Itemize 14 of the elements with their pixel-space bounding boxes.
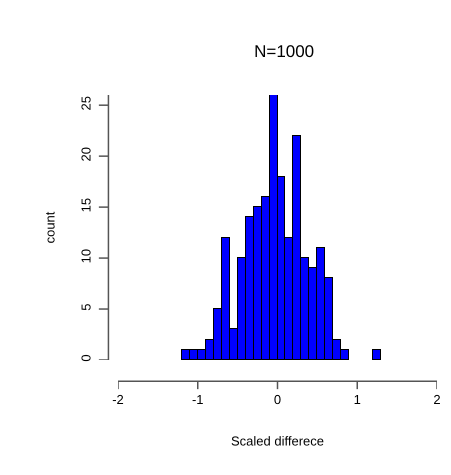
y-axis-title: count <box>42 211 58 244</box>
y-tick-label: 5 <box>78 303 94 311</box>
y-tick-label: 10 <box>78 248 94 264</box>
x-tick-label: 0 <box>274 392 282 407</box>
y-tick-label: 25 <box>78 96 94 110</box>
y-tick-label: 20 <box>78 146 94 162</box>
x-tick-label: -1 <box>192 392 204 407</box>
x-tick-label: 1 <box>354 392 361 407</box>
x-tick-label: -2 <box>112 392 124 407</box>
chart-title: N=1000 <box>254 42 314 62</box>
x-tick-label: 2 <box>433 392 441 407</box>
y-tick-label: 0 <box>78 354 94 362</box>
y-tick-label: 15 <box>78 198 94 212</box>
x-axis-title: Scaled differece <box>231 434 324 449</box>
